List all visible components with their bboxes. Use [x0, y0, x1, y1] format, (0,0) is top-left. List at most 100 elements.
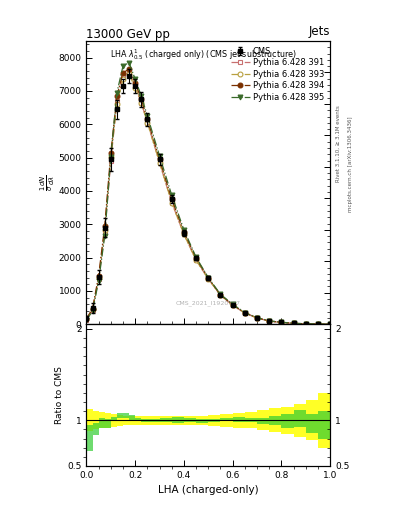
Pythia 6.428 395	[303, 321, 308, 327]
Pythia 6.428 393	[291, 321, 296, 327]
Pythia 6.428 394	[169, 196, 174, 202]
Pythia 6.428 391	[169, 200, 174, 206]
Pythia 6.428 393	[267, 318, 272, 324]
Pythia 6.428 395	[115, 90, 119, 96]
Pythia 6.428 391	[194, 257, 198, 263]
Line: Pythia 6.428 394: Pythia 6.428 394	[84, 67, 332, 327]
Pythia 6.428 391	[90, 307, 95, 313]
Pythia 6.428 391	[96, 276, 101, 282]
Text: Rivet 3.1.10, ≥ 3.1M events: Rivet 3.1.10, ≥ 3.1M events	[336, 105, 341, 182]
Pythia 6.428 394	[127, 66, 132, 72]
Text: LHA $\lambda^{1}_{0.5}$ (charged only) (CMS jet substructure): LHA $\lambda^{1}_{0.5}$ (charged only) (…	[110, 47, 297, 61]
Pythia 6.428 395	[316, 321, 320, 327]
Pythia 6.428 393	[102, 227, 107, 233]
Pythia 6.428 393	[121, 76, 125, 82]
Pythia 6.428 395	[194, 254, 198, 260]
Pythia 6.428 394	[182, 229, 186, 235]
Pythia 6.428 394	[157, 156, 162, 162]
Text: 13000 GeV pp: 13000 GeV pp	[86, 28, 170, 41]
Pythia 6.428 395	[133, 76, 138, 82]
Pythia 6.428 391	[218, 292, 223, 298]
Pythia 6.428 395	[102, 233, 107, 239]
Pythia 6.428 393	[206, 276, 211, 282]
Pythia 6.428 395	[90, 308, 95, 314]
Pythia 6.428 393	[279, 319, 284, 326]
Pythia 6.428 395	[182, 227, 186, 233]
Pythia 6.428 391	[157, 160, 162, 166]
Pythia 6.428 391	[102, 229, 107, 236]
Pythia 6.428 394	[255, 314, 259, 321]
Pythia 6.428 393	[96, 274, 101, 281]
Pythia 6.428 391	[115, 98, 119, 104]
Line: Pythia 6.428 393: Pythia 6.428 393	[84, 72, 332, 327]
Pythia 6.428 394	[194, 255, 198, 261]
Pythia 6.428 394	[206, 275, 211, 281]
Pythia 6.428 395	[291, 320, 296, 326]
Y-axis label: $\frac{1}{\sigma}\frac{dN}{d\lambda}$: $\frac{1}{\sigma}\frac{dN}{d\lambda}$	[39, 174, 57, 191]
Pythia 6.428 394	[279, 319, 284, 325]
Pythia 6.428 395	[218, 291, 223, 297]
Pythia 6.428 391	[108, 158, 113, 164]
Pythia 6.428 395	[157, 153, 162, 159]
Pythia 6.428 393	[84, 316, 89, 322]
Pythia 6.428 391	[139, 99, 144, 105]
Pythia 6.428 391	[206, 276, 211, 282]
Pythia 6.428 393	[328, 321, 332, 327]
Pythia 6.428 391	[255, 315, 259, 321]
Pythia 6.428 394	[115, 93, 119, 99]
Pythia 6.428 395	[96, 278, 101, 284]
Pythia 6.428 393	[90, 306, 95, 312]
Pythia 6.428 394	[291, 320, 296, 326]
Pythia 6.428 394	[303, 321, 308, 327]
Text: CMS_2021_I1920187: CMS_2021_I1920187	[176, 301, 241, 306]
Pythia 6.428 391	[279, 319, 284, 326]
Pythia 6.428 394	[121, 70, 125, 76]
Pythia 6.428 394	[328, 321, 332, 327]
Pythia 6.428 391	[230, 302, 235, 308]
Pythia 6.428 391	[242, 310, 247, 316]
Pythia 6.428 395	[328, 321, 332, 327]
Pythia 6.428 394	[133, 79, 138, 86]
Line: Pythia 6.428 395: Pythia 6.428 395	[84, 60, 332, 327]
Pythia 6.428 393	[255, 315, 259, 321]
Pythia 6.428 394	[96, 272, 101, 279]
Pythia 6.428 393	[145, 119, 150, 125]
Pythia 6.428 394	[90, 306, 95, 312]
Pythia 6.428 393	[133, 84, 138, 91]
Pythia 6.428 395	[267, 318, 272, 324]
Pythia 6.428 393	[194, 257, 198, 263]
Pythia 6.428 391	[84, 316, 89, 323]
Pythia 6.428 393	[157, 160, 162, 166]
Pythia 6.428 394	[139, 96, 144, 102]
Pythia 6.428 393	[139, 99, 144, 105]
Pythia 6.428 391	[133, 83, 138, 89]
Pythia 6.428 393	[242, 310, 247, 316]
Pythia 6.428 393	[127, 71, 132, 77]
Line: Pythia 6.428 391: Pythia 6.428 391	[84, 70, 332, 327]
Pythia 6.428 395	[108, 154, 113, 160]
Pythia 6.428 395	[121, 63, 125, 69]
Pythia 6.428 394	[145, 116, 150, 122]
Pythia 6.428 394	[218, 292, 223, 298]
Pythia 6.428 391	[121, 73, 125, 79]
Pythia 6.428 391	[328, 321, 332, 327]
Pythia 6.428 395	[230, 301, 235, 307]
Pythia 6.428 394	[230, 302, 235, 308]
Pythia 6.428 393	[169, 200, 174, 206]
Pythia 6.428 394	[242, 310, 247, 316]
Pythia 6.428 394	[102, 223, 107, 229]
Pythia 6.428 395	[127, 59, 132, 66]
Pythia 6.428 391	[127, 70, 132, 76]
Pythia 6.428 393	[230, 302, 235, 308]
Pythia 6.428 391	[291, 321, 296, 327]
Pythia 6.428 393	[182, 231, 186, 238]
Pythia 6.428 393	[303, 321, 308, 327]
Pythia 6.428 395	[169, 192, 174, 198]
Pythia 6.428 395	[279, 319, 284, 325]
Text: mcplots.cern.ch [arXiv:1306.3436]: mcplots.cern.ch [arXiv:1306.3436]	[348, 116, 353, 211]
Pythia 6.428 394	[267, 318, 272, 324]
Pythia 6.428 394	[108, 150, 113, 156]
Pythia 6.428 395	[206, 274, 211, 281]
Pythia 6.428 395	[255, 314, 259, 321]
Text: Jets: Jets	[309, 25, 330, 38]
